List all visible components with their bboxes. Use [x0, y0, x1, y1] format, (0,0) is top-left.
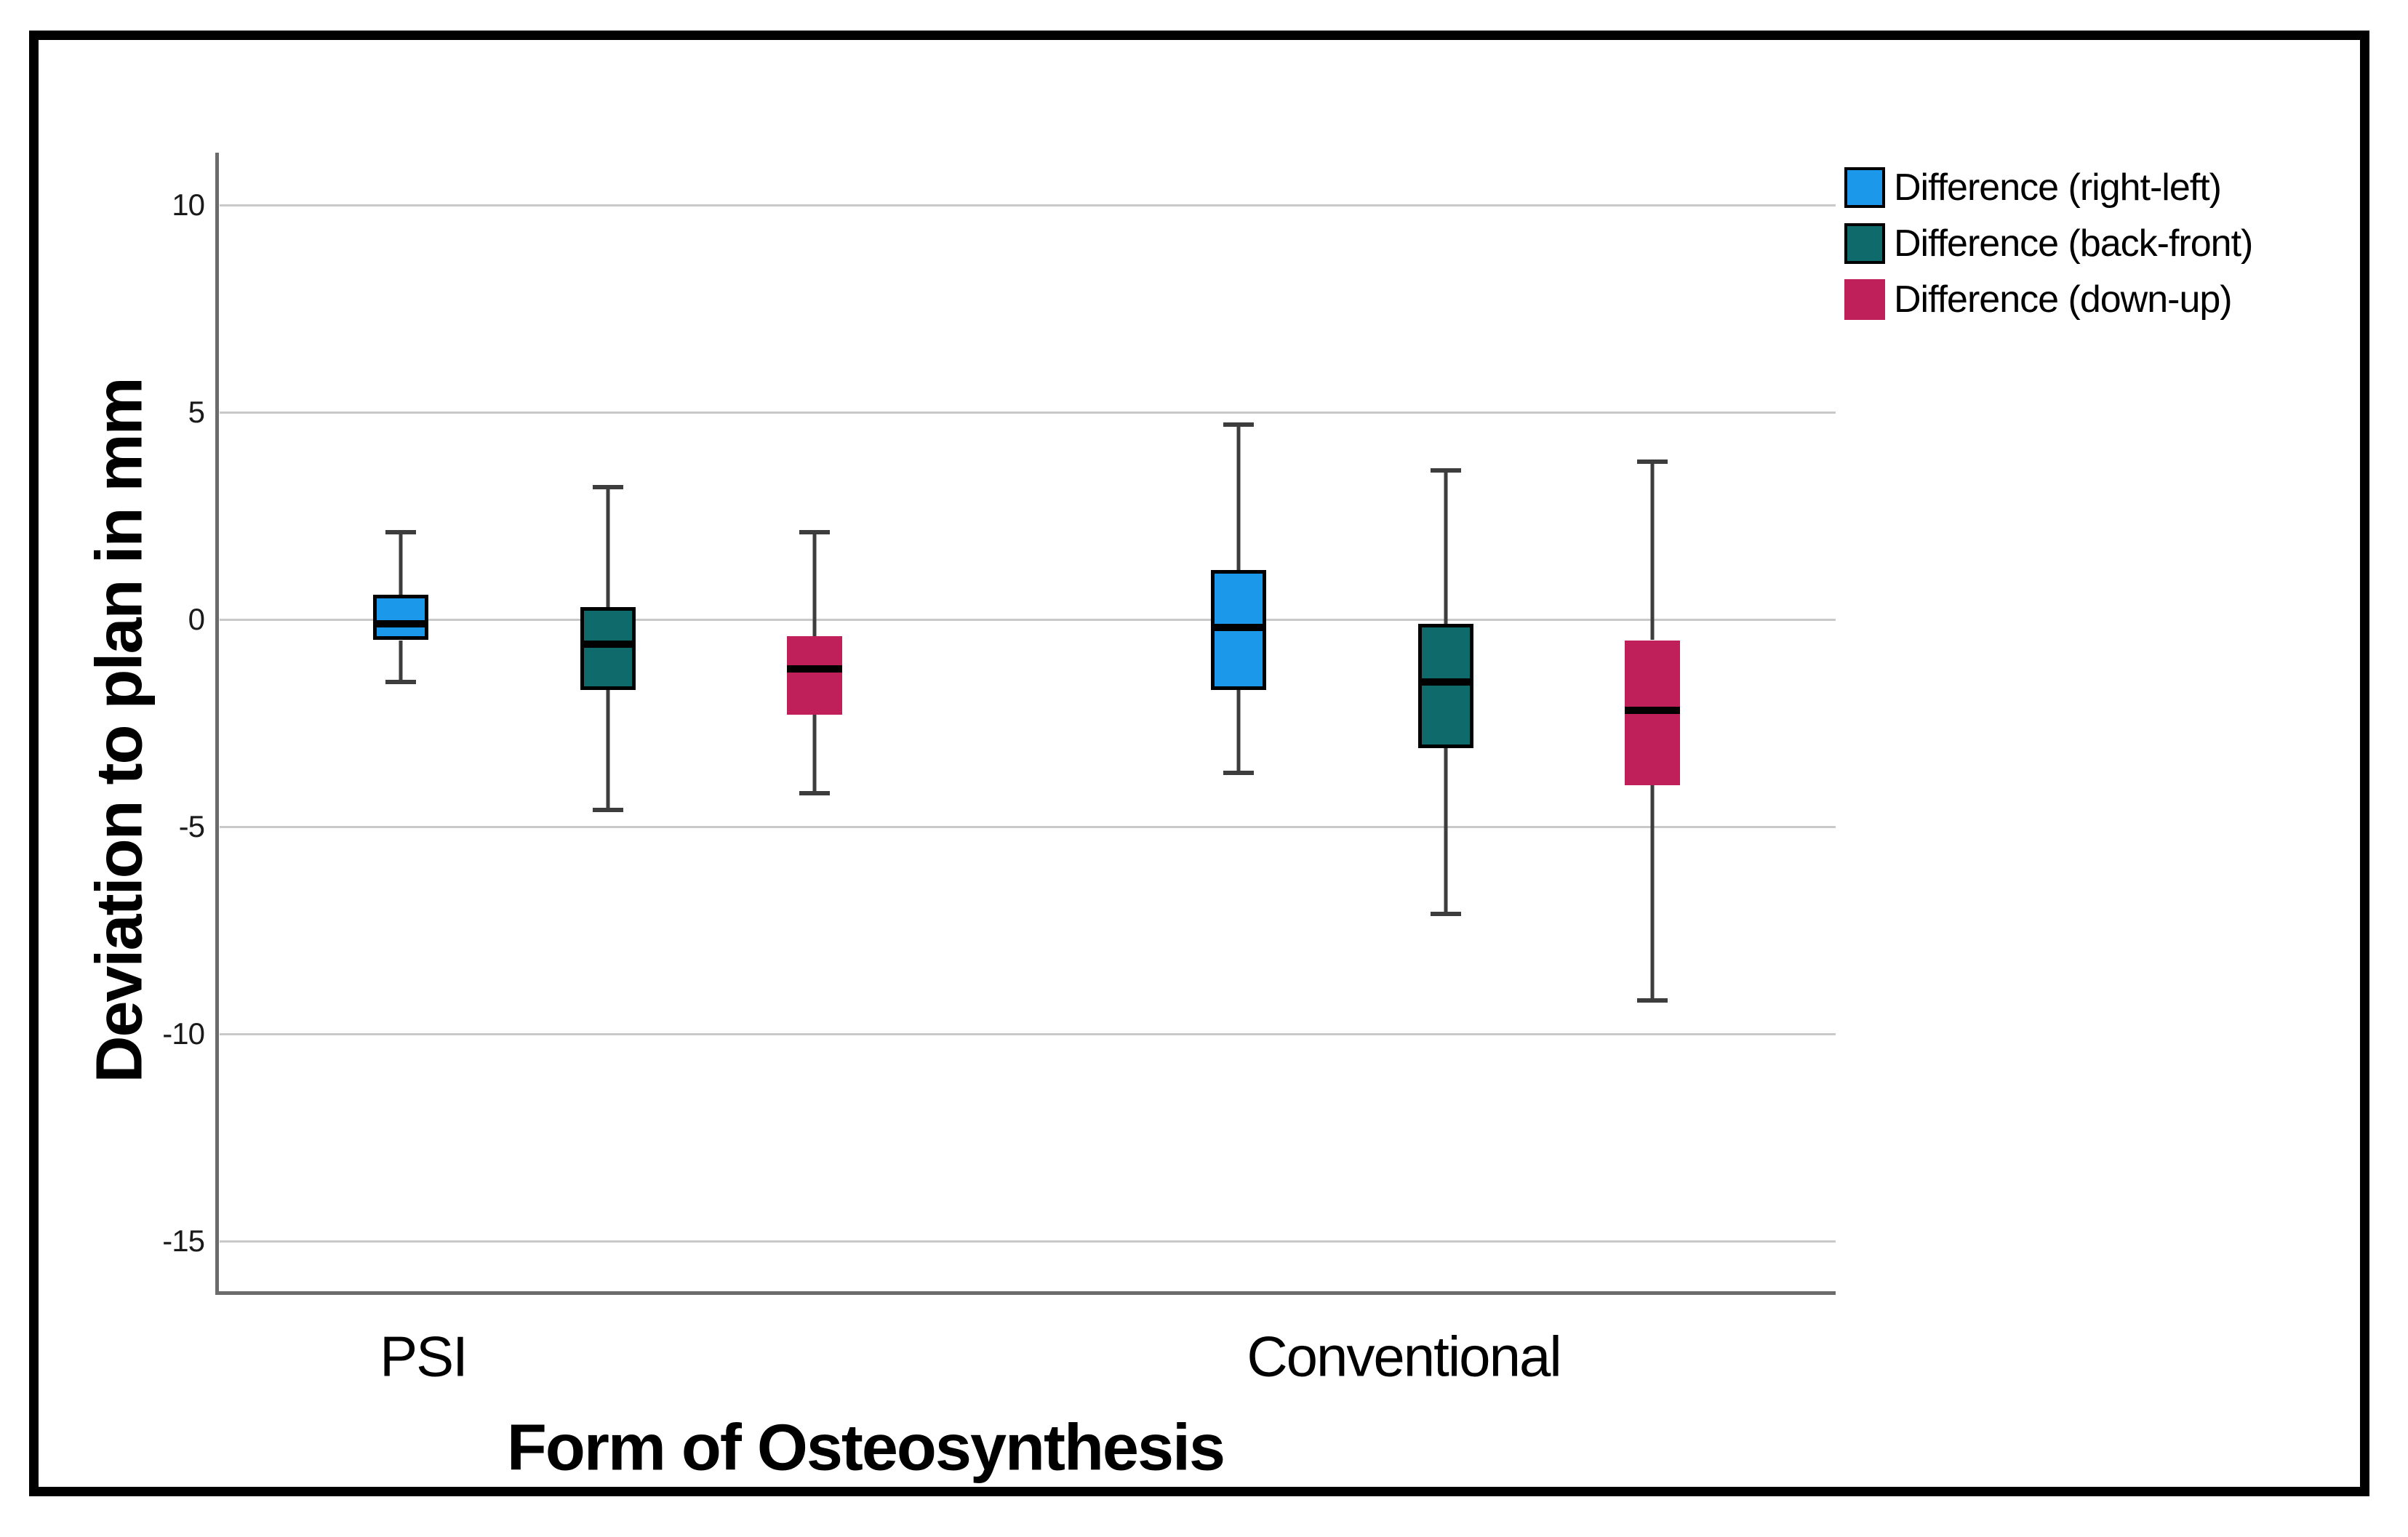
whisker-cap [1637, 460, 1668, 465]
legend-item: Difference (down-up) [1844, 278, 2233, 321]
x-axis-title: Form of Osteosynthesis [506, 1411, 1225, 1485]
legend-item: Difference (right-left) [1844, 166, 2222, 209]
legend-color-swatch [1844, 167, 1885, 208]
legend-label: Difference (right-left) [1894, 166, 2222, 209]
legend-color-swatch [1844, 223, 1885, 264]
whisker-cap [799, 791, 830, 796]
y-tick-label: 0 [188, 602, 205, 636]
legend-color-swatch [1844, 279, 1885, 320]
median-line [1418, 678, 1473, 686]
whisker-cap [385, 530, 416, 535]
median-line [1211, 624, 1266, 632]
gridline [220, 1032, 1836, 1035]
whisker-line [1236, 425, 1241, 570]
whisker-cap [799, 530, 830, 535]
x-category-label: PSI [380, 1324, 468, 1389]
whisker-line [399, 640, 403, 682]
whisker-cap [1223, 422, 1254, 428]
gridline [220, 204, 1836, 206]
whisker-line [1444, 747, 1448, 914]
legend-label: Difference (back-front) [1894, 222, 2253, 265]
whisker-line [1236, 689, 1241, 773]
whisker-cap [1431, 467, 1461, 473]
boxplot-box [580, 606, 636, 690]
y-axis-line [215, 153, 219, 1294]
boxplot-box [1418, 623, 1473, 748]
whisker-cap [1431, 911, 1461, 916]
whisker-cap [385, 679, 416, 684]
whisker-cap [593, 484, 623, 489]
whisker-line [399, 532, 403, 595]
y-tick-label: -10 [162, 1016, 205, 1051]
median-line [373, 619, 428, 627]
boxplot-box [373, 594, 428, 641]
x-category-label: Conventional [1247, 1324, 1561, 1389]
figure-border [29, 31, 2369, 1496]
y-tick-label: 10 [172, 188, 205, 222]
whisker-cap [1223, 770, 1254, 775]
gridline [220, 411, 1836, 414]
gridline [220, 618, 1836, 621]
whisker-line [606, 689, 610, 811]
legend-item: Difference (back-front) [1844, 222, 2253, 265]
y-tick-label: -15 [162, 1224, 205, 1258]
whisker-cap [593, 808, 623, 813]
whisker-cap [1637, 998, 1668, 1003]
y-axis-title: Deviation to plan in mm [83, 378, 156, 1083]
whisker-line [812, 715, 817, 794]
whisker-line [1444, 470, 1448, 624]
x-axis-line [215, 1291, 1836, 1295]
whisker-line [1650, 462, 1655, 641]
whisker-line [1650, 785, 1655, 1001]
gridline [220, 1240, 1836, 1243]
median-line [580, 641, 636, 649]
whisker-line [606, 486, 610, 607]
legend-label: Difference (down-up) [1894, 278, 2233, 321]
median-line [787, 665, 842, 673]
y-tick-label: 5 [188, 395, 205, 429]
y-tick-label: -5 [178, 809, 205, 843]
median-line [1625, 707, 1680, 715]
gridline [220, 825, 1836, 828]
whisker-line [812, 532, 817, 636]
boxplot-box [787, 635, 842, 715]
